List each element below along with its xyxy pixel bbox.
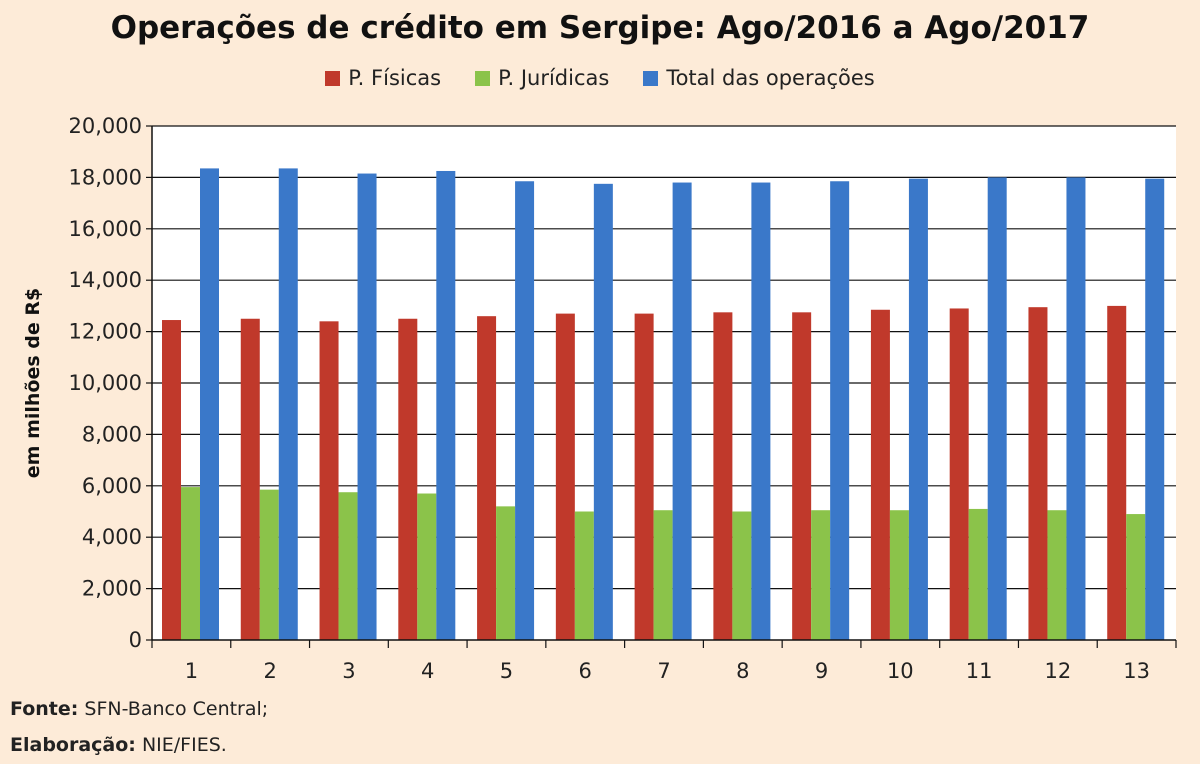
bar — [1066, 177, 1086, 640]
x-tick-label: 9 — [815, 659, 828, 683]
bar — [889, 510, 909, 640]
bar — [593, 183, 613, 640]
x-tick-label: 13 — [1123, 659, 1150, 683]
x-tick-label: 2 — [263, 659, 276, 683]
y-tick-label: 14,000 — [69, 268, 142, 292]
y-tick-label: 4,000 — [82, 525, 142, 549]
bar — [672, 182, 692, 641]
bar — [496, 506, 516, 640]
y-tick-label: 0 — [129, 628, 142, 652]
bar — [278, 168, 298, 640]
x-tick-label: 8 — [736, 659, 749, 683]
bar — [987, 177, 1007, 640]
bar — [908, 178, 928, 640]
bar — [259, 489, 279, 640]
y-tick-label: 2,000 — [82, 577, 142, 601]
legend-label-total: Total das operações — [666, 66, 875, 90]
y-tick-label: 16,000 — [69, 217, 142, 241]
x-tick-label: 7 — [657, 659, 670, 683]
bar — [398, 318, 418, 640]
bar — [181, 487, 200, 640]
y-tick-label: 8,000 — [82, 422, 142, 446]
bar — [574, 511, 594, 640]
legend-item-juridicas: P. Jurídicas — [475, 66, 609, 90]
x-tick-label: 1 — [185, 659, 198, 683]
y-tick-label: 6,000 — [82, 474, 142, 498]
y-tick-label: 20,000 — [69, 114, 142, 138]
bar — [515, 181, 535, 640]
legend-item-fisicas: P. Físicas — [325, 66, 441, 90]
bar — [732, 511, 752, 640]
bar — [949, 308, 969, 640]
legend-item-total: Total das operações — [643, 66, 875, 90]
bar — [713, 312, 733, 640]
bar — [751, 182, 771, 641]
source-value: SFN-Banco Central; — [78, 698, 269, 720]
bar — [555, 313, 575, 640]
credits-line: Elaboração: NIE/FIES. — [10, 734, 227, 756]
bar — [200, 168, 219, 640]
y-tick-label: 18,000 — [69, 165, 142, 189]
bar — [319, 321, 339, 640]
bar — [792, 312, 812, 640]
bar — [1028, 307, 1048, 640]
x-tick-label: 5 — [500, 659, 513, 683]
x-tick-label: 12 — [1044, 659, 1071, 683]
bar — [1145, 178, 1165, 640]
bar — [338, 492, 358, 640]
bar — [436, 170, 456, 640]
chart-legend: P. Físicas P. Jurídicas Total das operaç… — [0, 66, 1200, 90]
credits-value: NIE/FIES. — [135, 734, 227, 756]
bar — [240, 318, 260, 640]
y-tick-label: 12,000 — [69, 320, 142, 344]
bar — [1107, 305, 1127, 640]
bar — [811, 510, 831, 640]
bar — [830, 181, 850, 640]
bar — [968, 508, 988, 640]
x-tick-label: 6 — [579, 659, 592, 683]
source-line: Fonte: SFN-Banco Central; — [10, 698, 268, 720]
bar — [477, 316, 497, 640]
legend-swatch-fisicas — [325, 70, 341, 86]
source-label: Fonte: — [10, 698, 79, 720]
bar — [634, 313, 654, 640]
bar — [1047, 510, 1067, 640]
bar — [417, 493, 437, 640]
bar — [870, 309, 890, 640]
bar — [357, 173, 377, 641]
x-tick-label: 10 — [887, 659, 914, 683]
credits-label: Elaboração: — [10, 734, 136, 756]
bar — [653, 510, 673, 640]
x-tick-label: 3 — [342, 659, 355, 683]
x-tick-label: 4 — [421, 659, 434, 683]
legend-swatch-juridicas — [475, 70, 491, 86]
legend-label-fisicas: P. Físicas — [348, 66, 442, 90]
legend-swatch-total — [643, 70, 659, 86]
y-tick-label: 10,000 — [69, 371, 142, 395]
bar — [1126, 514, 1146, 640]
chart-title: Operações de crédito em Sergipe: Ago/201… — [110, 10, 1090, 46]
legend-label-juridicas: P. Jurídicas — [498, 66, 610, 90]
bar — [162, 320, 181, 640]
x-tick-label: 11 — [966, 659, 993, 683]
